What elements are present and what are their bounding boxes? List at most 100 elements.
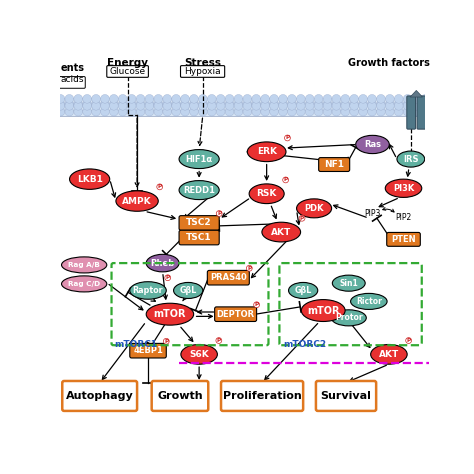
Circle shape — [376, 94, 385, 103]
Circle shape — [305, 107, 314, 116]
Text: P: P — [165, 275, 170, 280]
Circle shape — [403, 101, 412, 110]
Circle shape — [128, 94, 136, 103]
Text: GβL: GβL — [294, 286, 312, 295]
Text: Rictor: Rictor — [356, 297, 382, 306]
FancyBboxPatch shape — [316, 381, 376, 411]
Ellipse shape — [249, 184, 284, 204]
Text: Rheb: Rheb — [151, 259, 175, 268]
Circle shape — [270, 94, 278, 103]
Circle shape — [314, 101, 323, 110]
Circle shape — [305, 101, 314, 110]
Text: AKT: AKT — [271, 228, 292, 237]
Circle shape — [296, 101, 305, 110]
Circle shape — [136, 101, 145, 110]
Ellipse shape — [247, 142, 286, 162]
Circle shape — [225, 107, 234, 116]
Circle shape — [412, 107, 421, 116]
Circle shape — [332, 94, 341, 103]
Circle shape — [305, 94, 314, 103]
Circle shape — [243, 101, 252, 110]
Circle shape — [296, 100, 305, 109]
Circle shape — [385, 101, 394, 110]
Circle shape — [91, 101, 100, 110]
Polygon shape — [410, 91, 422, 97]
Text: Glucose: Glucose — [109, 67, 146, 76]
Circle shape — [216, 101, 225, 110]
Text: Growth: Growth — [157, 391, 203, 401]
Circle shape — [252, 107, 261, 116]
Circle shape — [252, 94, 261, 103]
Ellipse shape — [351, 293, 387, 310]
Text: PIP3: PIP3 — [365, 210, 381, 219]
Circle shape — [314, 107, 323, 116]
FancyBboxPatch shape — [181, 65, 225, 77]
Circle shape — [172, 107, 181, 116]
Circle shape — [83, 100, 91, 109]
Circle shape — [234, 107, 243, 116]
Ellipse shape — [179, 150, 219, 169]
Circle shape — [234, 100, 243, 109]
Ellipse shape — [331, 310, 366, 326]
Text: PI3K: PI3K — [393, 184, 414, 193]
Ellipse shape — [179, 181, 219, 200]
Circle shape — [172, 100, 181, 109]
Circle shape — [368, 101, 376, 110]
Circle shape — [100, 101, 109, 110]
Circle shape — [199, 94, 207, 103]
Circle shape — [376, 101, 385, 110]
Circle shape — [190, 107, 198, 116]
Text: P: P — [285, 136, 290, 140]
Circle shape — [199, 100, 207, 109]
Text: ents: ents — [61, 64, 84, 73]
Text: AKT: AKT — [379, 350, 399, 359]
FancyBboxPatch shape — [319, 158, 350, 172]
Circle shape — [385, 94, 394, 103]
Circle shape — [412, 100, 421, 109]
Circle shape — [421, 94, 430, 103]
Circle shape — [109, 107, 118, 116]
Circle shape — [163, 101, 172, 110]
Ellipse shape — [297, 199, 332, 218]
Text: P: P — [255, 302, 259, 307]
Circle shape — [421, 100, 430, 109]
Circle shape — [341, 107, 350, 116]
Text: DEPTOR: DEPTOR — [217, 310, 255, 319]
Text: Energy: Energy — [108, 58, 148, 68]
Circle shape — [403, 94, 412, 103]
Circle shape — [56, 107, 65, 116]
Circle shape — [288, 100, 296, 109]
Ellipse shape — [62, 257, 107, 273]
Ellipse shape — [385, 179, 422, 197]
Circle shape — [208, 107, 216, 116]
Ellipse shape — [173, 283, 203, 299]
Circle shape — [91, 94, 100, 103]
Circle shape — [181, 107, 190, 116]
Text: mTORC2: mTORC2 — [283, 340, 326, 349]
Circle shape — [91, 107, 100, 116]
Circle shape — [243, 107, 252, 116]
Circle shape — [216, 94, 225, 103]
Circle shape — [208, 101, 216, 110]
Circle shape — [163, 94, 172, 103]
Text: LKB1: LKB1 — [77, 174, 102, 183]
Circle shape — [56, 101, 65, 110]
Circle shape — [118, 100, 127, 109]
Circle shape — [261, 107, 270, 116]
Circle shape — [65, 107, 74, 116]
Circle shape — [118, 101, 127, 110]
Circle shape — [421, 107, 430, 116]
Ellipse shape — [146, 303, 194, 325]
Circle shape — [145, 107, 154, 116]
Circle shape — [376, 100, 385, 109]
Text: mTORC1: mTORC1 — [114, 340, 157, 349]
Circle shape — [234, 101, 243, 110]
Circle shape — [190, 94, 198, 103]
Circle shape — [288, 107, 296, 116]
Circle shape — [279, 94, 287, 103]
Ellipse shape — [262, 222, 301, 242]
Circle shape — [359, 100, 367, 109]
Circle shape — [154, 94, 163, 103]
Circle shape — [261, 100, 270, 109]
Circle shape — [136, 107, 145, 116]
